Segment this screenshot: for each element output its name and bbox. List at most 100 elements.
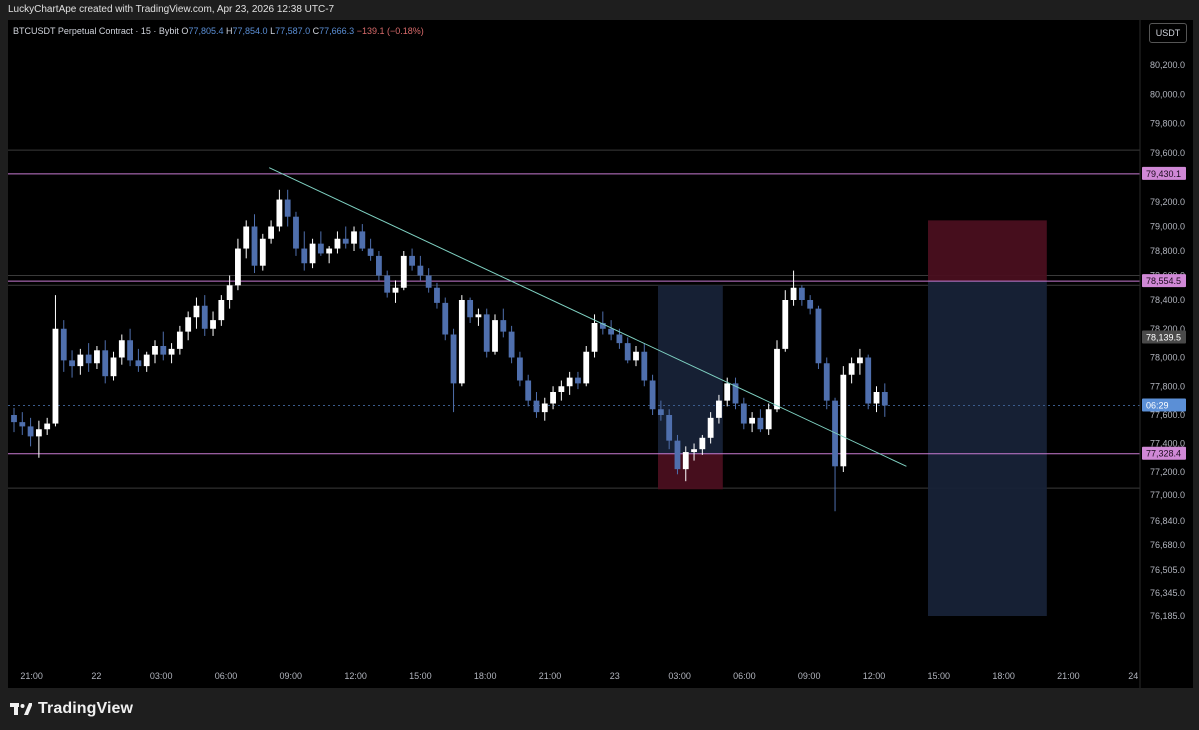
candle-body: [790, 287, 797, 300]
x-tick-label: 09:00: [798, 671, 821, 681]
target-zone: [928, 281, 1047, 616]
candle-body: [201, 305, 208, 329]
y-tick-label: 78,000.0: [1150, 353, 1185, 363]
time-axis: [8, 665, 1193, 688]
candle-body: [376, 255, 382, 276]
candle-body: [417, 265, 424, 276]
candle-body: [566, 377, 573, 387]
candle-body: [35, 429, 42, 437]
candle-body: [235, 248, 241, 286]
candle-body: [176, 331, 183, 349]
open-label: O: [181, 26, 189, 36]
candle-body: [301, 248, 308, 264]
candle-body: [633, 351, 639, 361]
low-value: 77,587.0: [275, 26, 311, 36]
top-bar: LuckyChartApe created with TradingView.c…: [0, 0, 1199, 20]
open-value: 77,805.4: [188, 26, 224, 36]
candle-body: [832, 400, 838, 467]
tradingview-logo[interactable]: TradingView: [10, 699, 133, 719]
y-tick-label: 78,800.0: [1150, 246, 1185, 256]
candle-body: [691, 449, 697, 453]
y-tick-label: 77,600.0: [1150, 410, 1185, 420]
candle-body: [657, 409, 664, 415]
stop-zone: [928, 220, 1047, 282]
y-tick-label: 80,200.0: [1150, 60, 1185, 70]
symbol-legend: BTCUSDT Perpetual Contract · 15 · Bybit …: [13, 26, 424, 36]
price-tag: [1142, 274, 1186, 288]
candle-body: [309, 243, 316, 264]
candle-body: [624, 343, 631, 361]
price-tag-label: 78,139.5: [1146, 332, 1181, 342]
candle-body: [674, 440, 681, 470]
x-tick-label: 12:00: [344, 671, 367, 681]
candle-body: [152, 346, 158, 355]
close-value: 77,666.3: [319, 26, 355, 36]
y-tick-label: 79,800.0: [1150, 119, 1185, 129]
candle-body: [467, 300, 474, 318]
candle-body: [757, 417, 764, 430]
candle-body: [873, 392, 880, 404]
candle-body: [558, 386, 565, 392]
candle-body: [500, 320, 507, 332]
x-tick-label: 03:00: [668, 671, 691, 681]
candle-body: [749, 417, 756, 424]
candle-body: [11, 415, 17, 423]
price-tag-label: 78,554.5: [1146, 276, 1181, 286]
candle-body: [317, 243, 324, 254]
candle-body: [740, 403, 747, 424]
y-tick-label: 80,000.0: [1150, 89, 1185, 99]
credit-text: LuckyChartApe created with TradingView.c…: [8, 4, 335, 15]
candle-body: [649, 380, 656, 410]
tradingview-logo-icon: [10, 703, 32, 715]
candle-body: [127, 340, 134, 361]
candle-body: [699, 437, 706, 450]
candle-body: [516, 357, 523, 381]
stop-zone: [658, 453, 723, 490]
candle-body: [450, 334, 457, 384]
change-value: −139.1 (−0.18%): [356, 26, 424, 36]
candle-body: [359, 231, 366, 249]
candle-body: [823, 363, 830, 401]
candle-body: [583, 351, 590, 384]
chart-canvas[interactable]: 80,200.0 80,000.0 79,800.0 79,600.0 79,200.0…: [8, 20, 1193, 688]
candle-body: [276, 199, 283, 227]
chart-area[interactable]: 80,200.0 80,000.0 79,800.0 79,600.0 79,200.0…: [8, 20, 1193, 688]
y-tick-label: 79,000.0: [1150, 222, 1185, 232]
candle-body: [143, 354, 150, 367]
candle-body: [27, 426, 34, 437]
candle-body: [342, 238, 349, 244]
candle-body: [425, 275, 432, 288]
candle-body: [492, 320, 498, 352]
candle-body: [367, 248, 374, 256]
candle-body: [226, 285, 233, 300]
x-tick-label: 22: [91, 671, 101, 681]
candle-body: [409, 255, 415, 266]
x-tick-label: 24: [1128, 671, 1138, 681]
x-tick-label: 09:00: [280, 671, 303, 681]
candle-body: [798, 287, 805, 300]
x-tick-label: 21:00: [20, 671, 43, 681]
y-tick-label: 76,345.0: [1150, 588, 1185, 598]
symbol-title[interactable]: BTCUSDT Perpetual Contract · 15 · Bybit: [13, 26, 179, 36]
candle-body: [807, 300, 814, 309]
candle-body: [193, 305, 200, 318]
currency-button[interactable]: USDT: [1149, 23, 1187, 43]
candle-body: [541, 403, 548, 413]
candle-body: [44, 423, 51, 430]
candle-body: [268, 226, 274, 239]
candle-body: [392, 287, 399, 293]
candle-body: [525, 380, 532, 401]
candle-body: [110, 357, 117, 377]
tradingview-logo-text: TradingView: [38, 700, 134, 717]
price-tag: [1142, 330, 1186, 344]
candle-body: [840, 374, 847, 467]
x-tick-label: 15:00: [409, 671, 432, 681]
candle-body: [243, 226, 250, 249]
candle-body: [118, 340, 125, 358]
candle-body: [135, 360, 142, 367]
candle-body: [259, 238, 266, 266]
candle-body: [865, 357, 872, 404]
x-tick-label: 23: [610, 671, 620, 681]
y-tick-label: 77,000.0: [1150, 490, 1185, 500]
candle-body: [857, 357, 863, 364]
